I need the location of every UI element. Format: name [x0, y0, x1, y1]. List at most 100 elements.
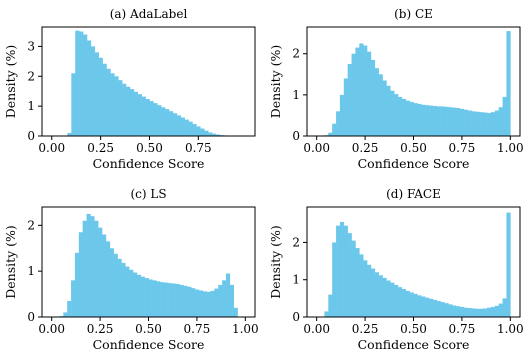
histogram-bar: [413, 293, 418, 317]
y-tick-label: 0: [27, 129, 35, 143]
y-tick-label: 1: [27, 264, 35, 278]
histogram-bar: [179, 284, 184, 317]
histogram-bar: [144, 278, 149, 317]
histogram-bar: [440, 106, 445, 136]
histogram-bar: [421, 296, 426, 317]
histogram-bar: [121, 262, 126, 317]
histogram-bar: [432, 299, 438, 317]
x-tick-label: 0.50: [135, 322, 162, 336]
histogram-bar: [202, 291, 207, 317]
chart-title: (b) CE: [394, 7, 433, 21]
x-tick-label: 0.75: [185, 141, 212, 155]
histogram-bar: [114, 76, 119, 136]
histogram-bar: [436, 106, 441, 136]
y-tick-label: 2: [292, 47, 300, 61]
histogram-bar: [129, 89, 135, 136]
histogram-bar: [456, 306, 461, 317]
histogram-bar: [191, 288, 196, 318]
histogram-bar: [105, 241, 111, 318]
histogram-bar: [425, 297, 430, 317]
histogram-bar: [229, 284, 234, 317]
histogram-bar: [204, 130, 209, 136]
histogram-bar: [148, 279, 153, 317]
histogram-bar: [394, 284, 399, 317]
x-axis-label: Confidence Score: [93, 337, 205, 352]
histogram-bar: [129, 269, 134, 317]
histogram-bar: [351, 53, 356, 136]
y-tick-label: 0: [27, 310, 35, 324]
histogram-bar: [328, 132, 333, 136]
histogram-bar: [506, 31, 511, 136]
y-axis-label: Density (%): [3, 225, 18, 299]
histogram-bar: [425, 105, 430, 136]
histogram-bar: [401, 289, 407, 317]
histogram-bar: [122, 83, 127, 136]
histogram-bar: [483, 112, 488, 136]
chart-title: (a) AdaLabel: [110, 7, 188, 21]
histogram-bar: [83, 34, 88, 136]
histogram-bar: [94, 52, 99, 136]
histogram-bar: [370, 268, 376, 317]
histogram-bar: [98, 227, 103, 318]
histogram-bar: [390, 90, 395, 136]
x-tick-label: 0.00: [38, 141, 65, 155]
x-axis-label: Confidence Score: [358, 156, 470, 171]
histogram-bar: [149, 101, 154, 136]
histogram-bar: [196, 126, 201, 136]
histogram-bar: [428, 105, 434, 136]
x-tick-label: 1.00: [497, 141, 524, 155]
histogram-bar: [363, 45, 368, 137]
bars: [324, 31, 511, 137]
x-tick-label: 1.00: [497, 322, 524, 336]
histogram-bar: [165, 109, 170, 136]
histogram-bar: [140, 276, 145, 317]
histogram-bar: [409, 292, 414, 317]
histogram-bar: [152, 280, 157, 317]
histogram-bar: [208, 132, 213, 136]
histogram-bar: [487, 112, 492, 136]
histogram-bar: [206, 291, 211, 317]
histogram-bar: [126, 86, 131, 136]
x-tick-label: 1.00: [232, 322, 259, 336]
histogram-bar: [417, 103, 422, 136]
histogram-bar: [339, 94, 345, 136]
histogram-bar: [479, 112, 484, 136]
histogram-bar: [336, 225, 341, 317]
histogram-bar: [498, 303, 503, 317]
histogram-bar: [63, 312, 68, 317]
histogram-bar: [502, 298, 507, 317]
histogram-bar: [351, 240, 356, 317]
histogram-bar: [161, 107, 166, 136]
histogram-bar: [386, 280, 391, 317]
x-tick-label: 0.25: [87, 141, 114, 155]
histogram-bar: [332, 242, 337, 317]
histogram-bar: [180, 117, 185, 136]
histogram-bar: [78, 232, 83, 317]
histogram-bar: [363, 260, 368, 317]
histogram-bar: [494, 305, 499, 317]
histogram-bar: [440, 302, 445, 317]
histogram-bar: [467, 110, 472, 136]
histogram-bar: [378, 275, 383, 317]
y-tick-label: 0: [292, 129, 300, 143]
histogram-bar: [382, 277, 387, 317]
x-tick-label: 0.50: [136, 141, 163, 155]
x-tick-label: 0.50: [400, 141, 427, 155]
histogram-bar: [355, 248, 360, 317]
axes-frame: [41, 26, 256, 137]
histogram-bar: [136, 274, 142, 317]
histogram-bar: [401, 98, 407, 136]
histogram-bar: [398, 96, 403, 136]
histogram-bar: [339, 221, 345, 317]
histogram-bar: [79, 31, 84, 137]
histogram-bar: [75, 30, 80, 136]
x-tick-label: 0.00: [303, 322, 330, 336]
y-tick-label: 3: [27, 39, 35, 53]
histogram-bar: [359, 254, 364, 317]
histogram-bar: [145, 98, 150, 136]
histogram-bar: [490, 306, 496, 317]
histogram-bar: [448, 304, 453, 317]
histogram-bar: [421, 104, 426, 136]
histogram-bar: [343, 78, 348, 136]
x-tick-label: 0.50: [400, 322, 427, 336]
